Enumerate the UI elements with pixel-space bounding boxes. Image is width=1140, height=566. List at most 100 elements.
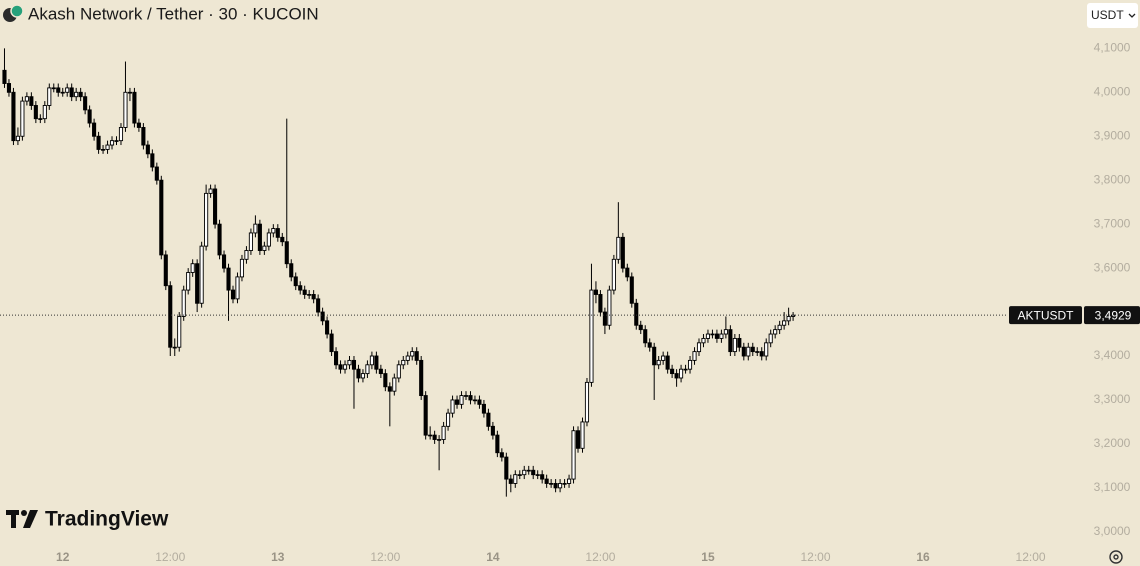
candle-body [773,329,778,335]
candle-body [423,395,428,436]
candle-body [405,355,410,361]
candle-body [20,100,25,137]
candle-body [625,267,630,278]
candle-body [78,91,83,98]
candle-body [347,359,352,366]
candle-body [679,368,684,379]
candle-body [782,320,787,326]
candle-body [414,351,419,361]
symbol-tag [1009,306,1082,325]
x-tick-label: 14 [486,550,500,564]
x-tick-label: 12:00 [155,550,185,564]
candle-body [696,342,702,353]
candle-body [401,359,406,366]
candle-body [755,351,760,353]
candle-body [311,294,316,300]
candle-body [692,351,697,361]
candle-body [248,232,253,251]
candle-body [495,434,500,454]
candle-body [535,474,540,476]
candle-body [683,368,688,371]
candle-body [74,91,79,98]
x-tick-label: 12 [56,550,70,564]
candle-body [607,289,612,326]
candle-body [562,483,567,485]
candle-body [87,109,92,124]
candle-body [670,368,675,375]
candle-body [60,91,65,94]
candle-body [15,135,20,142]
candle-body [38,118,43,120]
candle-body [105,144,110,150]
candle-body [374,355,379,370]
candle-body [29,96,34,106]
currency-label[interactable]: USDT [1091,8,1124,22]
candle-body [723,329,728,335]
candle-body [244,250,249,260]
x-tick-label: 12:00 [1016,550,1046,564]
candle-body [262,245,267,251]
candle-body [235,276,240,300]
candle-body [396,364,401,379]
y-tick-label: 3,3000 [1094,392,1131,406]
candle-body [544,478,549,484]
candle-body [11,91,16,142]
candle-body [150,153,155,168]
candle-body [750,346,755,353]
y-tick-label: 4,0000 [1094,84,1131,98]
candle-body [325,320,330,335]
candle-body [459,395,464,405]
candle-body [271,228,276,234]
candle-body [759,351,764,357]
candle-body [786,316,791,322]
candle-body [190,263,195,273]
candle-body [687,359,693,370]
candle-body [118,127,124,142]
candle-body [611,258,616,291]
x-tick-label: 13 [271,550,285,564]
y-tick-label: 3,1000 [1094,480,1131,494]
y-tick-label: 3,7000 [1094,216,1131,230]
candle-body [83,96,88,111]
y-tick-label: 4,1000 [1094,41,1131,55]
dropdown-arrow [1128,13,1136,18]
watermark: TradingView [45,508,169,531]
candle-body [177,316,182,348]
candle-body [741,346,746,357]
candle-body [293,276,298,287]
candle-body [195,263,200,304]
candle-body [450,399,455,414]
candle-body [204,192,209,247]
candle-body [65,87,70,93]
candle-body [316,298,321,313]
candle-body [526,469,531,472]
candle-body [123,91,128,128]
candle-body [490,425,495,436]
candle-body [172,346,177,349]
candle-body [280,236,285,243]
candle-body [746,346,751,357]
candle-body [69,87,74,98]
candle-body [674,373,679,379]
candle-body [598,294,603,313]
currency-button[interactable] [1087,3,1138,28]
candle-body [163,254,168,287]
candle-body [47,87,52,106]
plot-area [2,48,796,497]
candle-body [643,329,648,344]
candle-body [342,364,348,370]
candle-body [719,333,724,339]
candle-body [145,144,150,155]
candle-body [284,241,289,265]
symbol-tag-label: AKTUSDT [1017,308,1074,322]
y-tick-label: 3,8000 [1094,172,1131,186]
candle-body [168,285,173,348]
candle-body [540,474,545,480]
y-tick-label: 3,4000 [1094,348,1131,362]
candle-body [513,474,518,484]
x-tick-label: 15 [701,550,715,564]
candle-body [253,223,258,234]
settings-icon[interactable] [1109,550,1123,564]
candle-body [51,87,56,90]
candle-body [580,421,585,449]
